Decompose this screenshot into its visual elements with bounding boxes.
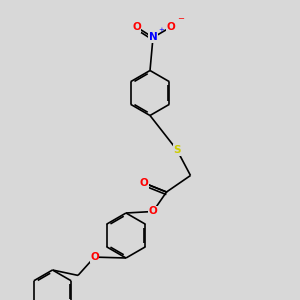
Text: −: − [177,14,184,23]
Text: N: N [148,32,158,43]
Text: O: O [132,22,141,32]
Text: O: O [148,206,158,217]
Text: S: S [173,145,181,155]
Text: O: O [167,22,176,32]
Text: O: O [90,252,99,262]
Text: +: + [158,26,164,32]
Text: O: O [140,178,148,188]
